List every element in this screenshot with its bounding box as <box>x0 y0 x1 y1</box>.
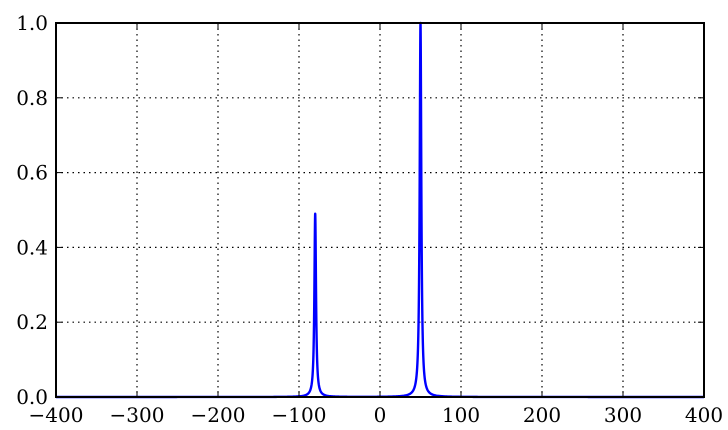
y-axis-tick-labels: 0.0 0.2 0.4 0.6 0.8 1.0 <box>16 11 48 409</box>
x-tick-label: 100 <box>442 403 480 427</box>
y-tick-label: 0.6 <box>16 161 48 185</box>
y-tick-label: 0.4 <box>16 235 48 259</box>
y-tick-label: 0.2 <box>16 310 48 334</box>
y-tick-label: 1.0 <box>16 11 48 35</box>
grid-lines <box>56 23 704 397</box>
x-tick-label: 200 <box>523 403 561 427</box>
x-tick-label: −200 <box>191 403 246 427</box>
x-axis-tick-labels: −400 −300 −200 −100 0 100 200 300 400 <box>29 403 724 427</box>
y-tick-label: 0.0 <box>16 385 48 409</box>
x-tick-label: 300 <box>604 403 642 427</box>
x-tick-label: −400 <box>29 403 84 427</box>
tick-marks <box>55 22 705 398</box>
x-tick-label: 0 <box>374 403 387 427</box>
y-tick-label: 0.8 <box>16 86 48 110</box>
x-tick-label: 400 <box>685 403 723 427</box>
x-tick-label: −300 <box>110 403 165 427</box>
x-tick-label: −100 <box>272 403 327 427</box>
